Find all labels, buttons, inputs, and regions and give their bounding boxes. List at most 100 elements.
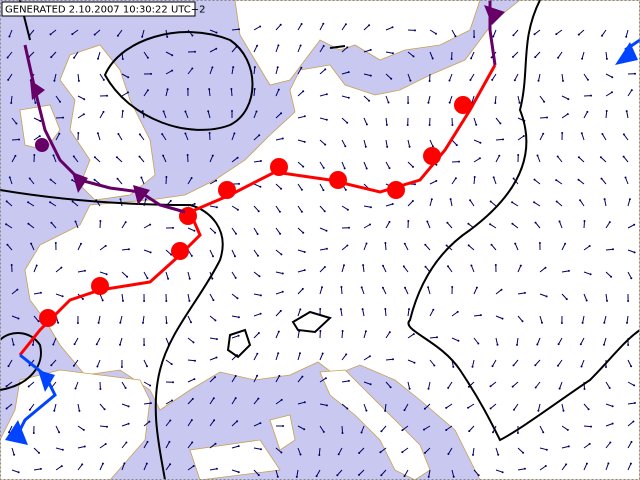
- wind-arrow: [275, 89, 280, 97]
- wind-arrow: [231, 133, 235, 141]
- wind-arrow: [402, 447, 409, 453]
- wind-arrow-head: [491, 78, 494, 81]
- warm-symbol: [270, 158, 288, 176]
- wind-arrow: [165, 464, 171, 471]
- wind-arrow-head: [106, 94, 108, 97]
- wind-arrow-head: [451, 286, 454, 288]
- wind-arrow-head: [236, 297, 239, 300]
- wind-arrow: [404, 287, 409, 295]
- wind-arrow-head: [471, 365, 474, 368]
- wind-arrow-head: [300, 23, 303, 25]
- wind-arrow: [11, 139, 20, 141]
- wind-arrow-head: [401, 451, 404, 454]
- wind-arrow: [495, 289, 502, 295]
- wind-arrow: [578, 29, 585, 35]
- wind-arrow-head: [278, 210, 281, 213]
- wind-arrow: [253, 353, 258, 361]
- wind-arrow-head: [169, 463, 172, 466]
- wind-arrow: [623, 156, 629, 163]
- wind-arrow-head: [555, 33, 558, 36]
- wind-arrow-head: [380, 430, 383, 433]
- britain: [59, 44, 156, 201]
- wind-arrow-head: [513, 79, 516, 82]
- wind-arrow-head: [567, 269, 570, 272]
- wind-arrow-head: [585, 299, 588, 302]
- wind-arrow: [381, 425, 387, 432]
- wind-arrow-head: [412, 333, 415, 336]
- wind-arrow-head: [127, 248, 130, 251]
- wind-arrow-head: [454, 177, 457, 180]
- wind-arrow: [94, 156, 101, 163]
- wind-arrow: [121, 403, 129, 407]
- wind-arrow: [209, 397, 215, 405]
- wind-arrow-head: [369, 383, 372, 386]
- wind-arrow-head: [605, 366, 607, 368]
- warm-symbol: [91, 277, 109, 295]
- wind-arrow: [143, 224, 151, 229]
- wind-arrow: [231, 227, 237, 234]
- wind-arrow: [231, 205, 239, 211]
- wind-arrow-head: [145, 462, 148, 465]
- wind-arrow-head: [215, 179, 218, 182]
- wind-arrow: [49, 201, 57, 207]
- wind-arrow: [341, 205, 349, 211]
- wind-arrow-head: [408, 387, 411, 390]
- wind-arrow: [380, 447, 387, 453]
- wind-arrow: [385, 331, 391, 339]
- wind-arrow-head: [119, 198, 122, 201]
- wind-arrow: [275, 138, 283, 141]
- wind-arrow: [319, 227, 327, 232]
- wind-arrow-head: [368, 99, 371, 102]
- wind-arrow: [187, 293, 190, 301]
- wind-arrow: [626, 111, 629, 119]
- wind-arrow-head: [141, 35, 144, 38]
- wind-arrow-head: [558, 387, 561, 390]
- wind-arrow-head: [50, 56, 53, 59]
- wind-arrow-head: [566, 113, 569, 116]
- wind-arrow: [517, 468, 525, 471]
- wind-arrow: [297, 288, 304, 295]
- wind-arrow-head: [567, 98, 570, 101]
- wind-arrow-head: [456, 310, 459, 313]
- wind-arrow: [121, 248, 129, 251]
- wind-arrow: [99, 443, 106, 449]
- wind-arrow-head: [97, 57, 99, 60]
- wind-arrow-head: [468, 430, 471, 433]
- wind-arrow-head: [365, 123, 368, 126]
- wind-arrow: [297, 249, 305, 253]
- wind-arrow-head: [589, 273, 592, 276]
- wind-arrow-head: [447, 386, 450, 389]
- wind-arrow-head: [59, 100, 61, 103]
- wind-arrow-head: [54, 242, 57, 244]
- wind-arrow-head: [277, 88, 280, 91]
- wind-arrow: [165, 51, 173, 56]
- wind-arrow-head: [238, 28, 240, 31]
- wind-arrow-head: [499, 122, 502, 125]
- wind-arrow-head: [106, 425, 108, 428]
- wind-arrow-head: [302, 231, 305, 234]
- wind-arrow: [561, 243, 566, 251]
- wind-arrow-head: [558, 220, 561, 223]
- wind-arrow-head: [409, 79, 412, 82]
- wind-arrow-head: [611, 422, 614, 425]
- wind-arrow: [11, 117, 17, 124]
- wind-arrow-head: [78, 409, 81, 412]
- wind-arrow-head: [511, 222, 514, 225]
- wind-arrow-head: [325, 229, 328, 232]
- wind-arrow: [231, 46, 237, 53]
- wind-arrow-head: [194, 50, 196, 53]
- occluded-symbol: [30, 80, 45, 100]
- wind-arrow-head: [215, 338, 218, 341]
- wind-arrow: [605, 463, 609, 471]
- wind-arrow-head: [433, 364, 436, 367]
- wind-arrow: [99, 403, 105, 410]
- wind-arrow-head: [53, 409, 56, 412]
- wind-arrow: [231, 249, 236, 257]
- wind-arrow: [341, 330, 344, 339]
- wind-arrow-head: [564, 242, 567, 245]
- wind-arrow: [55, 267, 62, 273]
- wind-arrow-head: [17, 317, 20, 320]
- wind-arrow-head: [605, 57, 608, 60]
- wind-arrow-head: [126, 275, 129, 278]
- wind-arrow: [275, 375, 280, 383]
